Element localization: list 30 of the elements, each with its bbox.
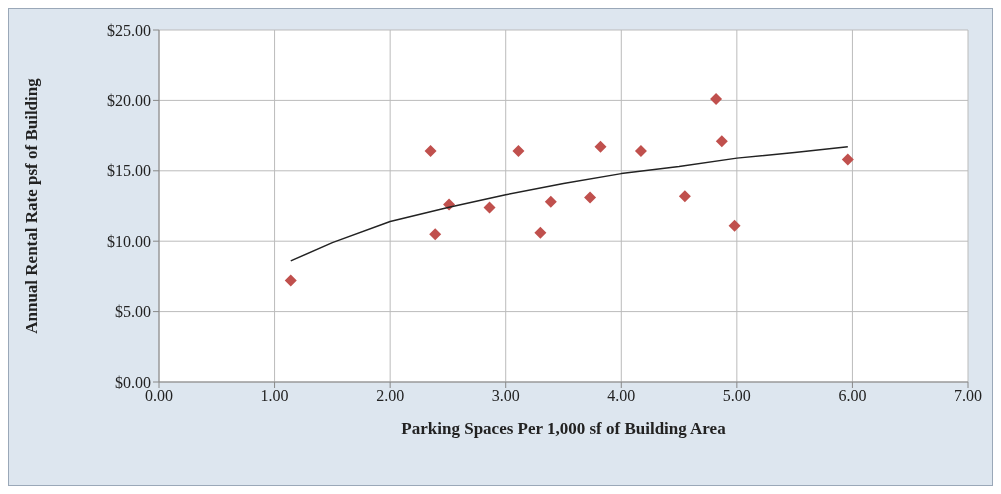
point [584, 191, 597, 204]
x-tick-label: 4.00 [607, 387, 636, 405]
point [634, 145, 647, 158]
x-tick-label: 1.00 [260, 387, 289, 405]
point [715, 135, 728, 148]
point [429, 228, 442, 241]
point [544, 195, 557, 208]
x-tick-label: 3.00 [491, 387, 520, 405]
point [483, 201, 496, 214]
point [512, 145, 525, 158]
point [841, 153, 854, 166]
x-tick-label: 5.00 [722, 387, 751, 405]
point [424, 145, 437, 158]
point [728, 219, 741, 232]
x-tick-label: 6.00 [838, 387, 867, 405]
line-series [290, 146, 849, 262]
point [678, 190, 691, 203]
x-axis-title: Parking Spaces Per 1,000 sf of Building Area [401, 419, 727, 438]
x-tick-label: 2.00 [376, 387, 405, 405]
y-axis-title: Annual Rental Rate psf of Building [22, 77, 42, 334]
y-tick-label: $5.00 [115, 303, 151, 321]
point [284, 274, 297, 287]
point [594, 140, 607, 153]
y-tick-label: $15.00 [107, 162, 151, 180]
x-tick-label: 7.00 [954, 387, 982, 405]
y-tick-label: $25.00 [107, 21, 151, 39]
point [534, 226, 547, 239]
point [710, 92, 723, 105]
y-tick-label: $10.00 [107, 232, 151, 250]
y-tick-label: $20.00 [107, 92, 151, 110]
